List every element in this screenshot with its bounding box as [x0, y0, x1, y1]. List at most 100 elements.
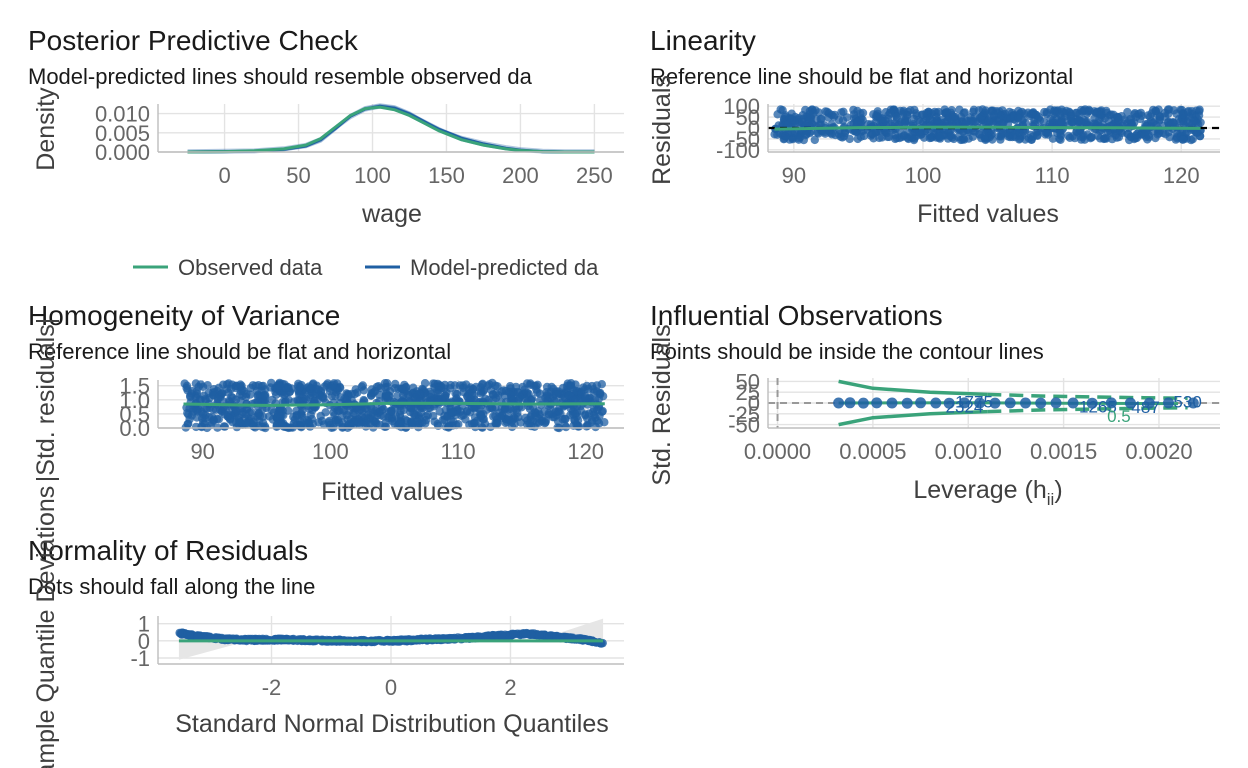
homogeneity-y-tick-label: 0.0	[119, 416, 150, 441]
homogeneity-point	[241, 418, 251, 428]
influential-point	[833, 397, 845, 409]
linearity-point	[970, 112, 979, 122]
influential-observation-label: 487	[1131, 398, 1159, 417]
homogeneity-point	[241, 392, 251, 402]
linearity-point	[1086, 132, 1096, 142]
normality-point	[185, 631, 195, 641]
homogeneity-point	[426, 390, 436, 399]
normality-point	[534, 631, 544, 640]
homogeneity-point	[421, 412, 431, 421]
homogeneity-point	[298, 412, 307, 421]
homogeneity-point	[452, 420, 461, 430]
homogeneity-point	[354, 418, 363, 427]
homogeneity-point	[278, 420, 287, 430]
homogeneity-point	[566, 404, 575, 413]
linearity-point	[1125, 135, 1134, 145]
homogeneity-y-tick-label: 0.5	[119, 402, 150, 427]
homogeneity-point	[336, 383, 345, 392]
legend-label-observed: Observed data	[178, 255, 323, 280]
normality-point	[545, 631, 554, 641]
linearity-subtitle: Reference line should be flat and horizo…	[650, 64, 1073, 89]
linearity-point	[1100, 133, 1110, 143]
linearity-point	[1077, 135, 1086, 144]
normality-x-tick-label: -2	[262, 675, 282, 700]
homogeneity-point	[317, 416, 327, 426]
ppc-x-tick-label: 150	[428, 163, 465, 188]
influential-observation-label: 1265	[1079, 397, 1117, 416]
linearity-point	[1072, 127, 1081, 137]
homogeneity-subtitle: Reference line should be flat and horizo…	[28, 339, 451, 364]
homogeneity-point	[197, 422, 206, 431]
linearity-smooth-line	[774, 125, 1201, 131]
homogeneity-axes: 90 100 110 120 1.51.00.50.0	[119, 374, 624, 464]
homogeneity-point	[496, 412, 505, 421]
linearity-point	[927, 109, 936, 118]
normality-y-label: Sample Quantile Deviations	[32, 486, 60, 768]
linearity-point	[1145, 112, 1155, 122]
ppc-predicted-draw	[187, 103, 595, 154]
homogeneity-point	[290, 415, 299, 424]
normality-point	[193, 632, 203, 641]
homogeneity-y-tick-label: 1.0	[119, 388, 150, 413]
homogeneity-point	[368, 409, 378, 418]
ppc-title: Posterior Predictive Check	[28, 25, 359, 56]
homogeneity-point	[542, 388, 551, 397]
linearity-point	[810, 135, 819, 145]
normality-point	[521, 629, 531, 639]
homogeneity-point	[597, 380, 606, 389]
linearity-point	[885, 132, 894, 142]
homogeneity-point	[570, 416, 580, 426]
ppc-observed-line	[187, 105, 595, 154]
influential-contour-upper-dashed	[987, 392, 1188, 401]
linearity-point	[869, 110, 878, 119]
ppc-x-tick-label: 200	[502, 163, 539, 188]
influential-point	[1187, 397, 1199, 409]
homogeneity-point	[506, 382, 515, 391]
linearity-point	[1130, 110, 1139, 119]
homogeneity-point	[358, 381, 367, 390]
homogeneity-point	[305, 422, 315, 431]
homogeneity-point	[592, 387, 602, 396]
linearity-point	[853, 118, 862, 127]
homogeneity-point	[402, 423, 411, 432]
homogeneity-point	[424, 403, 433, 413]
ppc-x-tick-label: 250	[576, 163, 613, 188]
homogeneity-point	[350, 409, 359, 419]
influential-x-label: Leverage (hii)	[913, 476, 1062, 509]
linearity-point	[817, 114, 826, 123]
homogeneity-point	[440, 380, 450, 390]
linearity-point	[839, 107, 848, 117]
homogeneity-point	[434, 386, 443, 395]
homogeneity-point	[258, 422, 267, 432]
homogeneity-point	[228, 393, 237, 402]
linearity-point	[1041, 128, 1050, 137]
linearity-point	[1014, 106, 1023, 116]
linearity-x-tick-label: 100	[905, 163, 942, 188]
linearity-point	[980, 108, 990, 118]
homogeneity-point	[552, 390, 561, 399]
influential-point	[844, 397, 856, 409]
linearity-point	[1196, 118, 1205, 127]
normality-point	[552, 632, 561, 641]
panel-linearity: Linearity Reference line should be flat …	[648, 25, 1220, 228]
ppc-y-label: Density	[32, 87, 60, 171]
influential-x-tick-label: 0.0010	[935, 439, 1002, 464]
linearity-point	[1161, 130, 1170, 139]
influential-axes: 0.0000 0.0005 0.0010 0.0015 0.0020 50250-25-5…	[728, 369, 1220, 464]
influential-x-tick-label: 0.0015	[1030, 439, 1097, 464]
linearity-y-tick-label: 50	[736, 105, 760, 130]
linearity-point	[885, 108, 895, 118]
linearity-point	[953, 132, 963, 142]
influential-contour-label: 0.5	[1107, 407, 1131, 426]
linearity-point	[907, 133, 917, 142]
influential-point	[943, 397, 955, 409]
influential-subtitle: Points should be inside the contour line…	[650, 339, 1044, 364]
homogeneity-point	[258, 405, 267, 414]
linearity-y-tick-label: -100	[716, 138, 760, 163]
homogeneity-point	[421, 419, 430, 428]
homogeneity-point	[308, 405, 317, 415]
influential-point	[989, 397, 1001, 409]
homogeneity-point	[399, 405, 408, 415]
homogeneity-point	[362, 419, 371, 428]
